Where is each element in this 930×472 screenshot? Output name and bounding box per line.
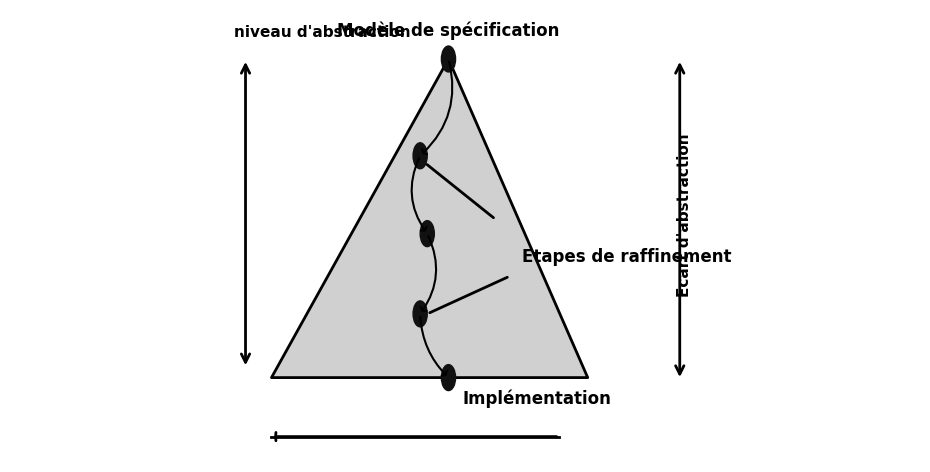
Polygon shape [272,59,588,378]
Text: Ecart d'abstraction: Ecart d'abstraction [677,133,692,296]
Text: niveau d'abstraction: niveau d'abstraction [233,25,410,40]
Text: Modèle de spécification: Modèle de spécification [338,22,560,40]
Ellipse shape [442,46,456,72]
Text: Etapes de raffinement: Etapes de raffinement [522,248,731,266]
Ellipse shape [413,301,427,327]
Text: Implémentation: Implémentation [462,389,612,408]
Ellipse shape [420,220,434,246]
Ellipse shape [413,143,427,169]
Ellipse shape [442,364,456,391]
